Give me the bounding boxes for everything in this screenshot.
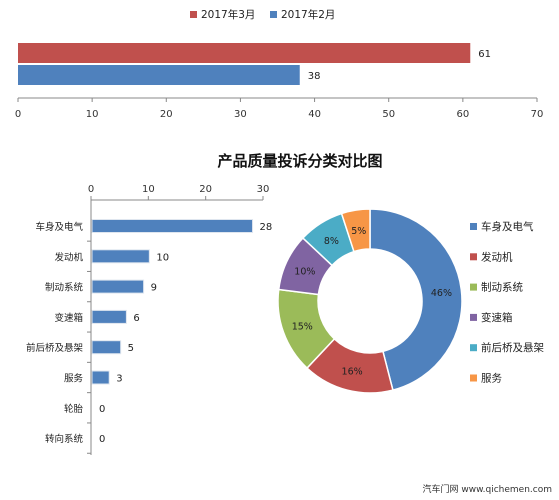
- donut-legend-label-2: 制动系统: [481, 281, 523, 294]
- donut-legend-swatch-2: [470, 283, 477, 291]
- complaint-share-donut-chart: 46% 16% 15% 10% 8% 5%: [277, 208, 463, 394]
- legend-label-0: 2017年3月: [201, 8, 255, 21]
- chart-title: 产品质量投诉分类对比图: [217, 152, 382, 170]
- category-bar-2: [91, 279, 145, 294]
- category-label-1: 发动机: [54, 251, 83, 263]
- donut-legend-swatch-4: [470, 344, 477, 352]
- donut-legend-label-0: 车身及电气: [481, 220, 534, 233]
- donut-legend-swatch-1: [470, 253, 477, 261]
- tick-label-3: 30: [257, 184, 270, 195]
- tick-label-6: 60: [456, 109, 469, 120]
- donut-legend-label-3: 变速箱: [481, 311, 513, 324]
- category-label-4: 前后桥及悬架: [26, 342, 84, 354]
- category-value-5: 3: [116, 374, 122, 385]
- legend-swatch-0: [190, 11, 197, 18]
- donut-legend-label-5: 服务: [481, 372, 502, 385]
- category-label-6: 轮胎: [64, 403, 84, 415]
- donut-legend-label-4: 前后桥及悬架: [481, 341, 544, 354]
- donut-legend-swatch-0: [470, 223, 477, 230]
- donut-legend-label-1: 发动机: [481, 250, 513, 263]
- donut-slice-label-2: 15%: [292, 321, 313, 332]
- donut-slice-label-1: 16%: [342, 367, 363, 378]
- top-x-axis: 0 10 20 30 40 50 60 70: [15, 97, 544, 120]
- tick-label-0: 0: [15, 109, 21, 120]
- watermark: 汽车门网 www.qichemen.com: [423, 483, 552, 495]
- category-label-7: 转向系统: [45, 433, 84, 445]
- complaint-category-bar-chart: 0 10 20 30 车身及电气 28 发动机 10 制动系统 9 变速箱 6 前后桥及悬架 5 服务 3 轮…: [26, 184, 272, 455]
- category-bars: 车身及电气 28 发动机 10 制动系统 9 变速箱 6 前后桥及悬架 5 服务 3 轮胎 0 转向系统 0: [26, 219, 273, 445]
- tick-label-2: 20: [199, 184, 212, 195]
- legend-label-1: 2017年2月: [281, 8, 335, 21]
- category-bar-3: [91, 309, 127, 324]
- category-bar-0: [91, 219, 254, 233]
- tick-label-0: 0: [88, 184, 94, 195]
- bar-value-1: 38: [308, 71, 321, 82]
- tick-label-7: 70: [531, 109, 544, 120]
- category-x-axis: 0 10 20 30: [87, 184, 269, 455]
- category-label-5: 服务: [64, 373, 84, 385]
- category-value-3: 6: [133, 313, 139, 324]
- category-bar-1: [91, 249, 150, 264]
- tick-label-1: 10: [142, 184, 155, 195]
- bar-value-0: 61: [478, 49, 491, 60]
- category-label-2: 制动系统: [45, 282, 84, 294]
- donut-slice-label-4: 8%: [324, 236, 339, 247]
- category-value-2: 9: [151, 283, 157, 294]
- tick-label-1: 10: [86, 109, 99, 120]
- donut-legend-swatch-5: [470, 374, 477, 382]
- donut-slice-0: [369, 208, 463, 392]
- donut-slice-label-3: 10%: [294, 266, 315, 277]
- top-bars: 61 38: [18, 43, 491, 85]
- category-value-4: 5: [128, 343, 134, 354]
- donut-slice-5: [340, 208, 371, 253]
- tick-label-2: 20: [160, 109, 173, 120]
- category-value-7: 0: [99, 434, 105, 445]
- tick-label-4: 40: [308, 109, 321, 120]
- tick-label-3: 30: [234, 109, 247, 120]
- monthly-comparison-chart: 2017年3月 2017年2月 61 38 0 10 20 30 40 50 60 70: [15, 8, 544, 120]
- category-value-6: 0: [99, 404, 105, 415]
- bar-0: [18, 43, 471, 63]
- donut-slice-label-0: 46%: [431, 288, 452, 299]
- category-value-1: 10: [156, 252, 169, 263]
- category-label-0: 车身及电气: [35, 221, 83, 233]
- legend-swatch-1: [270, 11, 277, 18]
- bar-1: [18, 65, 300, 85]
- category-value-0: 28: [260, 222, 273, 233]
- category-bar-5: [91, 370, 110, 385]
- category-bar-4: [91, 340, 122, 355]
- tick-label-5: 50: [382, 109, 395, 120]
- donut-legend-swatch-3: [470, 313, 477, 321]
- top-legend: 2017年3月 2017年2月: [190, 8, 335, 21]
- donut-slice-label-5: 5%: [351, 226, 366, 237]
- category-label-3: 变速箱: [54, 312, 83, 324]
